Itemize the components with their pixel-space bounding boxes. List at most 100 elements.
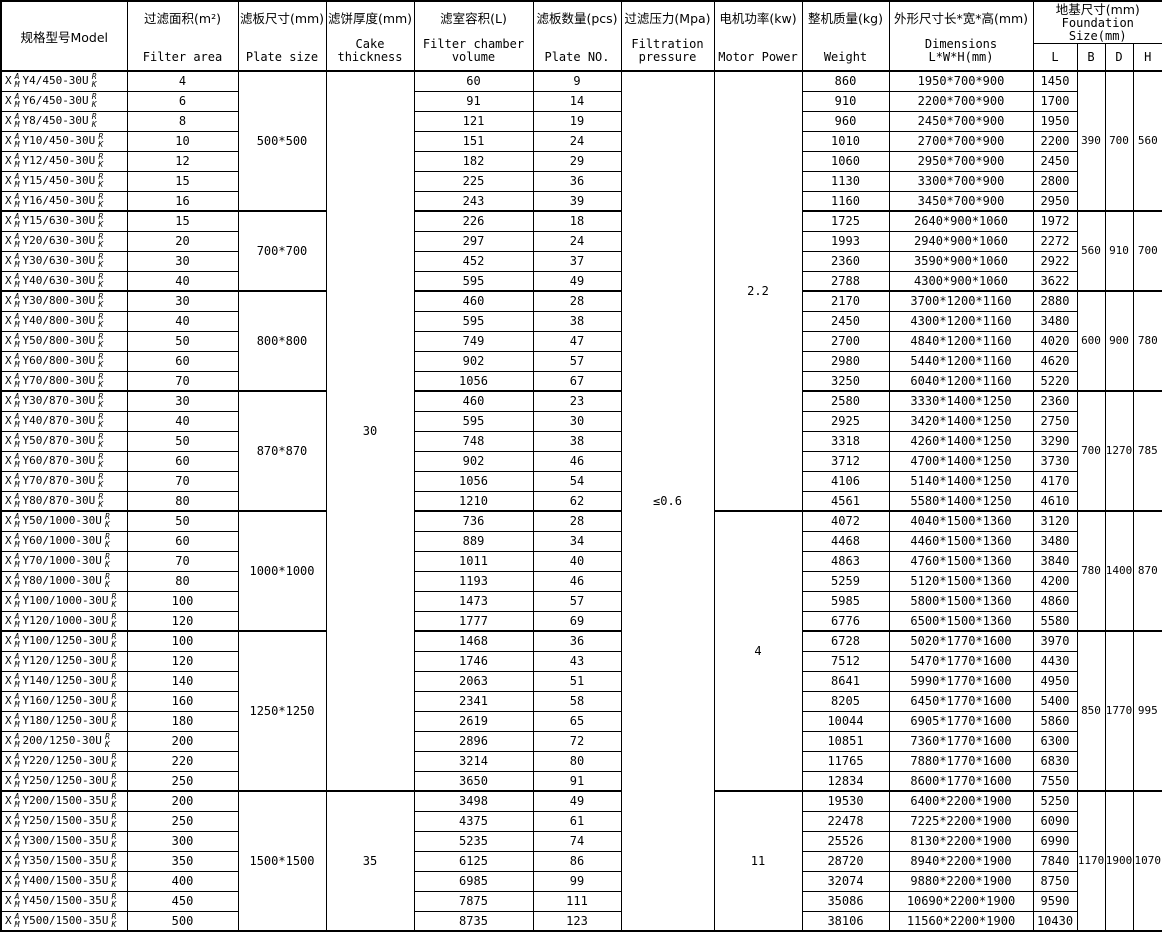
- dimensions-cell: 4840*1200*1160: [889, 331, 1033, 351]
- plate-size-cell: 870*870: [238, 391, 326, 511]
- model-name: Y80/870-30U: [22, 494, 95, 508]
- filter-area-cell: 60: [127, 451, 238, 471]
- model-name: Y250/1250-30U: [22, 774, 108, 788]
- chamber-volume-cell: 902: [414, 351, 533, 371]
- chamber-volume-cell: 1468: [414, 631, 533, 651]
- weight-cell: 960: [802, 111, 889, 131]
- plate-count-cell: 62: [533, 491, 621, 511]
- foundation-l-cell: 6300: [1033, 731, 1077, 751]
- chamber-volume-cell: 595: [414, 311, 533, 331]
- plate-size-cell: 1250*1250: [238, 631, 326, 791]
- header-label-zh: 滤板尺寸(mm): [239, 8, 326, 27]
- model-prefix: X: [5, 774, 12, 788]
- model-prefix: X: [5, 354, 12, 368]
- model-name: Y140/1250-30U: [22, 674, 108, 688]
- model-prefix: X: [5, 594, 12, 608]
- filter-area-cell: 16: [127, 191, 238, 211]
- filter-area-cell: 140: [127, 671, 238, 691]
- chamber-volume-cell: 1777: [414, 611, 533, 631]
- plate-count-cell: 123: [533, 911, 621, 931]
- foundation-l-cell: 7840: [1033, 851, 1077, 871]
- foundation-l-cell: 4430: [1033, 651, 1077, 671]
- plate-count-cell: 28: [533, 511, 621, 531]
- dimensions-cell: 6040*1200*1160: [889, 371, 1033, 391]
- model-name: Y70/870-30U: [22, 474, 95, 488]
- column-header-cake-thickness: 滤饼厚度(mm)Cake thickness: [326, 1, 414, 71]
- motor-power-cell: 4: [714, 511, 802, 791]
- dimensions-cell: 1950*700*900: [889, 71, 1033, 91]
- cake-thickness-cell: 30: [326, 71, 414, 791]
- dimensions-cell: 5020*1770*1600: [889, 631, 1033, 651]
- weight-cell: 1010: [802, 131, 889, 151]
- plate-count-cell: 38: [533, 311, 621, 331]
- weight-cell: 1160: [802, 191, 889, 211]
- dimensions-cell: 4260*1400*1250: [889, 431, 1033, 451]
- filter-area-cell: 12: [127, 151, 238, 171]
- chamber-volume-cell: 1473: [414, 591, 533, 611]
- column-header-dimensions: 外形尺寸长*宽*高(mm)Dimensions L*W*H(mm): [889, 1, 1033, 71]
- model-name: Y350/1500-35U: [22, 854, 108, 868]
- header-label-en: Weight: [803, 51, 889, 64]
- filter-area-cell: 100: [127, 631, 238, 651]
- plate-count-cell: 47: [533, 331, 621, 351]
- plate-count-cell: 57: [533, 351, 621, 371]
- model-name: Y120/1000-30U: [22, 614, 108, 628]
- dimensions-cell: 9880*2200*1900: [889, 871, 1033, 891]
- filter-area-cell: 70: [127, 371, 238, 391]
- foundation-l-cell: 3480: [1033, 531, 1077, 551]
- header-label-en: Plate NO.: [534, 51, 621, 64]
- header-label-en: Cake thickness: [327, 38, 414, 64]
- filter-area-cell: 30: [127, 251, 238, 271]
- dimensions-cell: 4700*1400*1250: [889, 451, 1033, 471]
- model-name: Y20/630-30U: [22, 234, 95, 248]
- plate-count-cell: 38: [533, 431, 621, 451]
- foundation-h-cell: 700: [1133, 211, 1162, 291]
- filter-area-cell: 50: [127, 431, 238, 451]
- column-header-weight: 整机质量(kg)Weight: [802, 1, 889, 71]
- chamber-volume-cell: 3214: [414, 751, 533, 771]
- plate-count-cell: 67: [533, 371, 621, 391]
- dimensions-cell: 2640*900*1060: [889, 211, 1033, 231]
- model-prefix: X: [5, 914, 12, 928]
- plate-count-cell: 24: [533, 131, 621, 151]
- model-name: Y40/870-30U: [22, 414, 95, 428]
- foundation-l-cell: 1700: [1033, 91, 1077, 111]
- model-prefix: X: [5, 414, 12, 428]
- dimensions-cell: 4300*900*1060: [889, 271, 1033, 291]
- foundation-h-cell: 870: [1133, 511, 1162, 631]
- foundation-l-cell: 3840: [1033, 551, 1077, 571]
- foundation-l-cell: 2950: [1033, 191, 1077, 211]
- column-header-foundation-b: B: [1077, 44, 1105, 72]
- model-name: Y80/1000-30U: [22, 574, 101, 588]
- foundation-h-cell: 560: [1133, 71, 1162, 211]
- chamber-volume-cell: 1210: [414, 491, 533, 511]
- header-label-en: Foundation Size(mm): [1034, 17, 1162, 43]
